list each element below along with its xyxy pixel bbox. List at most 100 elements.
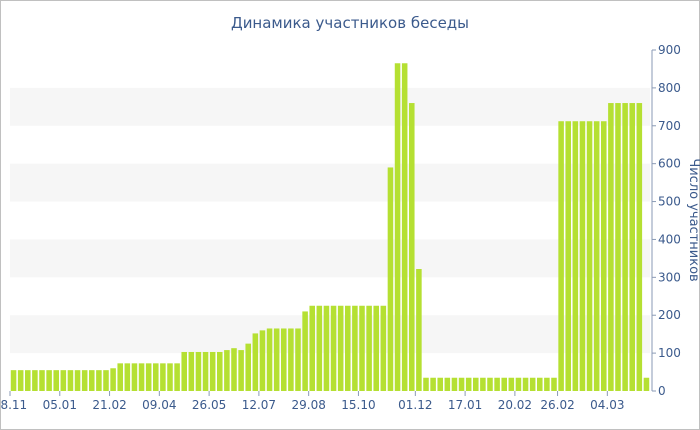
y-tick-label: 200 <box>658 308 681 322</box>
bar <box>416 268 422 391</box>
bar <box>224 350 230 391</box>
bar <box>558 121 564 391</box>
bar <box>529 377 536 391</box>
bar <box>373 305 379 391</box>
bar <box>302 311 308 391</box>
bar <box>138 363 145 391</box>
grid-band <box>10 87 650 126</box>
bar <box>160 363 166 391</box>
x-tick-label: 18.11 <box>0 398 27 412</box>
bar <box>480 377 486 391</box>
bar <box>551 377 557 391</box>
bar <box>593 121 600 391</box>
y-tick-label: 0 <box>658 384 666 398</box>
bar <box>572 121 579 391</box>
bar <box>423 377 429 391</box>
bar <box>167 363 173 391</box>
bar <box>615 103 621 392</box>
bar <box>316 305 323 391</box>
y-tick-label: 900 <box>658 43 681 57</box>
bar <box>394 63 401 392</box>
bar <box>444 377 451 391</box>
bar <box>451 377 458 391</box>
bar <box>209 351 216 391</box>
x-tick-label: 04.03 <box>590 398 624 412</box>
bar <box>273 328 280 391</box>
bar <box>629 103 635 392</box>
bar <box>153 363 159 391</box>
bar <box>174 363 180 391</box>
bar <box>60 370 67 391</box>
grid-band <box>10 315 650 354</box>
bar <box>487 377 493 391</box>
bars <box>10 63 650 392</box>
grid-band <box>10 239 650 278</box>
x-tick-label: 21.02 <box>92 398 126 412</box>
bar <box>281 328 287 391</box>
x-tick-label: 12.07 <box>242 398 276 412</box>
bar <box>67 370 74 391</box>
bar <box>202 351 209 391</box>
bar <box>608 103 614 392</box>
bar <box>53 370 59 391</box>
bar <box>323 305 330 391</box>
bar <box>387 167 394 391</box>
bar <box>586 121 593 391</box>
bar <box>515 377 522 391</box>
bar <box>643 377 650 391</box>
y-tick-label: 600 <box>658 157 681 171</box>
x-tick-label: 20.02 <box>498 398 532 412</box>
x-tick-label: 26.02 <box>540 398 574 412</box>
y-tick-label: 800 <box>658 81 681 95</box>
y-tick-label: 400 <box>658 232 681 246</box>
bar <box>380 305 387 391</box>
x-tick-label: 01.12 <box>398 398 432 412</box>
x-tick-label: 09.04 <box>142 398 176 412</box>
bar <box>188 351 195 391</box>
bar <box>330 305 337 391</box>
y-axis-label: Число участников <box>686 158 700 281</box>
grid-band <box>10 163 650 202</box>
bar <box>494 377 500 391</box>
bar <box>39 370 45 391</box>
bar <box>46 370 52 391</box>
bar <box>17 370 24 391</box>
bar <box>74 370 81 391</box>
bar <box>81 370 88 391</box>
bar <box>259 330 266 391</box>
bar <box>231 348 237 391</box>
x-axis: 18.11 05.01 21.02 09.04 26.05 12.07 29.08 15.10… <box>0 391 625 412</box>
x-tick-label: 26.05 <box>192 398 226 412</box>
grid-bands <box>10 87 650 354</box>
bar <box>195 351 202 391</box>
y-tick-label: 300 <box>658 270 681 284</box>
bar <box>437 377 443 391</box>
bar <box>579 121 586 391</box>
bar <box>544 377 550 391</box>
bar <box>288 328 294 391</box>
bar <box>131 363 138 391</box>
x-tick-label: 05.01 <box>43 398 77 412</box>
bar <box>110 368 116 391</box>
bar <box>565 121 571 391</box>
bar <box>501 377 507 391</box>
x-tick-label: 17.01 <box>448 398 482 412</box>
bar <box>25 370 31 391</box>
bar <box>337 305 344 391</box>
bar <box>217 351 223 391</box>
x-tick-label: 15.10 <box>341 398 375 412</box>
bar <box>89 370 95 391</box>
y-tick-label: 100 <box>658 346 681 360</box>
bar <box>295 328 301 391</box>
bar <box>309 305 315 391</box>
bar <box>409 103 415 392</box>
chart-title: Динамика участников беседы <box>231 14 469 32</box>
bar <box>352 305 358 391</box>
bar <box>238 350 244 391</box>
bar <box>458 377 465 391</box>
y-tick-label: 700 <box>658 119 681 133</box>
bar <box>522 377 529 391</box>
x-tick-label: 29.08 <box>291 398 325 412</box>
bar <box>32 370 38 391</box>
bar <box>96 370 102 391</box>
